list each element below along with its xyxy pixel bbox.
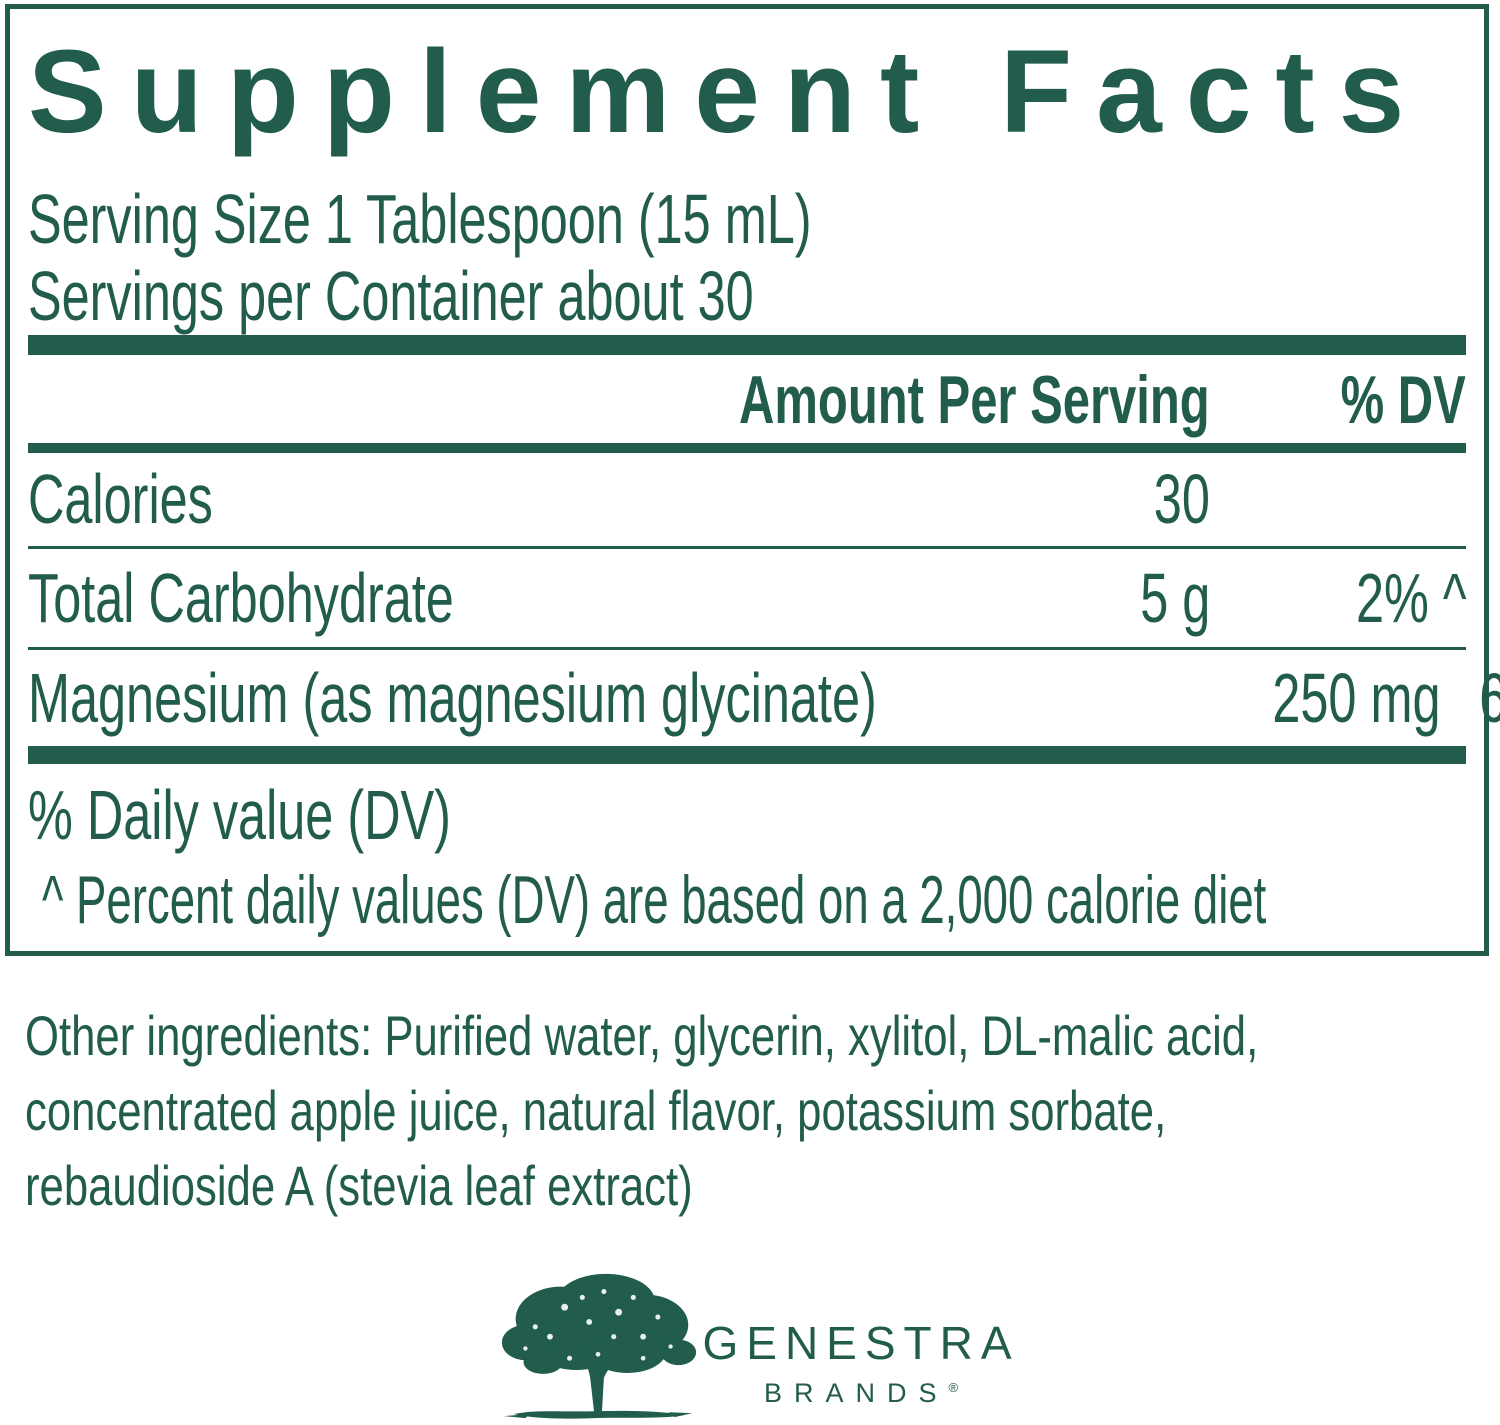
brand-name: GENESTRA — [702, 1317, 1020, 1369]
row-dv-calories — [1210, 459, 1466, 539]
row-amount-calories: 30 — [1153, 460, 1210, 539]
serving-size-line: Serving Size 1 Tablespoon (15 mL) — [28, 179, 1466, 258]
tree-icon — [501, 1273, 697, 1419]
other-ingredients-line-1: Other ingredients: Purified water, glyce… — [25, 1004, 1259, 1067]
divider-thick-bottom — [28, 745, 1466, 764]
brand-subtitle: BRANDS® — [764, 1380, 958, 1407]
row-amount-total-carbohydrate: 5 g — [1139, 558, 1210, 637]
table-row: Calories 30 — [28, 453, 1466, 549]
other-ingredients-line-3: rebaudioside A (stevia leaf extract) — [25, 1154, 693, 1217]
row-dv-total-carbohydrate: 2% ^ — [1355, 558, 1466, 637]
servings-per-container-text: Servings per Container about 30 — [28, 256, 754, 335]
table-row: Magnesium (as magnesium glycinate) 250 m… — [28, 650, 1500, 746]
brand-logo-text: GENESTRA BRANDS® — [702, 1268, 1011, 1407]
other-ingredients: Other ingredients: Purified water, glyce… — [25, 998, 1485, 1223]
row-label-magnesium: Magnesium (as magnesium glycinate) — [28, 658, 877, 737]
other-ingredients-line-2: concentrated apple juice, natural flavor… — [25, 1079, 1167, 1142]
row-dv-magnesium: 60% — [1440, 658, 1500, 738]
footnote-percent-basis: ^ Percent daily values (DV) are based on… — [42, 861, 1267, 938]
serving-size-text: Serving Size 1 Tablespoon (15 mL) — [28, 179, 812, 258]
panel-title: Supplement Facts — [28, 26, 1429, 158]
brand-subtitle-text: BRANDS — [763, 1378, 949, 1408]
percent-dv-header: % DV — [1340, 361, 1466, 438]
divider-medium-under-header — [28, 442, 1466, 453]
row-label-calories: Calories — [28, 460, 213, 539]
brand-logo: GENESTRA BRANDS® — [0, 1268, 1500, 1422]
footnote-daily-value: % Daily value (DV) — [28, 775, 451, 854]
serving-info: Serving Size 1 Tablespoon (15 mL) Servin… — [28, 179, 1466, 335]
servings-per-container-line: Servings per Container about 30 — [28, 256, 1466, 335]
table-row: Total Carbohydrate 5 g 2% ^ — [28, 549, 1466, 650]
table-header-row: Amount Per Serving % DV — [28, 355, 1466, 443]
supplement-facts-panel: Supplement Facts Serving Size 1 Tablespo… — [5, 4, 1500, 956]
divider-thick-top — [28, 334, 1466, 355]
registered-trademark-icon: ® — [948, 1380, 959, 1395]
row-amount-magnesium: 250 mg — [1272, 658, 1441, 737]
amount-per-serving-header: Amount Per Serving — [739, 361, 1210, 438]
row-label-total-carbohydrate: Total Carbohydrate — [28, 558, 454, 637]
